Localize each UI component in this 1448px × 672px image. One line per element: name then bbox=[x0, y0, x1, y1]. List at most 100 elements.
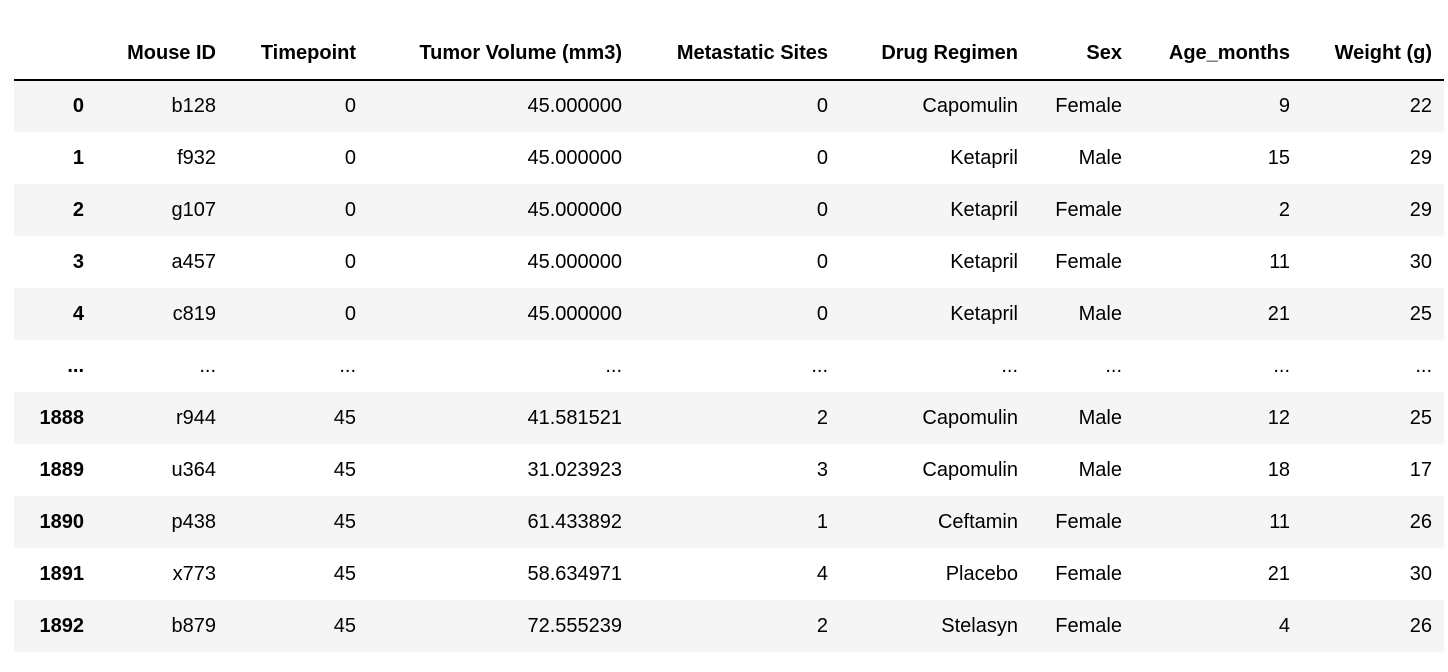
cell-mouse-id: c819 bbox=[172, 302, 216, 325]
cell-metastatic-sites: 0 bbox=[816, 95, 828, 117]
cell-tumor-volume: 61.433892 bbox=[527, 510, 622, 533]
cell-age-months: 4 bbox=[1278, 614, 1290, 637]
row-index: ... bbox=[67, 354, 84, 377]
cell-mouse-id: b128 bbox=[171, 95, 217, 117]
dataframe-table: Mouse ID Timepoint Tumor Volume (mm3) Me… bbox=[14, 28, 1444, 652]
row-index: 1891 bbox=[39, 562, 85, 585]
cell-weight: 26 bbox=[1409, 510, 1432, 533]
cell-timepoint: 0 bbox=[344, 302, 356, 325]
table-row: 4 c819 0 45.000000 0 Ketapril Male 21 25 bbox=[14, 288, 1444, 340]
header-metastatic-sites: Metastatic Sites bbox=[634, 28, 840, 81]
cell-timepoint: 45 bbox=[333, 562, 356, 585]
cell-drug-regimen: Capomulin bbox=[922, 95, 1018, 117]
header-sex: Sex bbox=[1030, 28, 1134, 81]
table-row: 3 a457 0 45.000000 0 Ketapril Female 11 … bbox=[14, 236, 1444, 288]
dataframe-output: Mouse ID Timepoint Tumor Volume (mm3) Me… bbox=[14, 28, 1444, 652]
table-row: 0 b128 0 45.000000 0 Capomulin Female 9 … bbox=[14, 80, 1444, 132]
cell-age-months: 9 bbox=[1278, 95, 1290, 117]
cell-tumor-volume: 45.000000 bbox=[527, 95, 622, 117]
cell-drug-regimen: Ketapril bbox=[950, 146, 1018, 169]
cell-metastatic-sites: 2 bbox=[816, 614, 828, 637]
cell-timepoint: 45 bbox=[333, 614, 356, 637]
cell-timepoint: 45 bbox=[333, 406, 356, 429]
table-body: 0 b128 0 45.000000 0 Capomulin Female 9 … bbox=[14, 80, 1444, 652]
cell-age-months: 11 bbox=[1269, 250, 1290, 273]
cell-mouse-id: a457 bbox=[171, 250, 217, 273]
cell-timepoint: 45 bbox=[333, 510, 356, 533]
cell-weight: 30 bbox=[1409, 562, 1432, 585]
cell-age-months: 21 bbox=[1267, 302, 1290, 325]
cell-age-months: ... bbox=[1273, 354, 1290, 377]
table-row: 1888 r944 45 41.581521 2 Capomulin Male … bbox=[14, 392, 1444, 444]
header-weight: Weight (g) bbox=[1302, 28, 1444, 81]
cell-metastatic-sites: 0 bbox=[816, 302, 828, 325]
row-index: 1889 bbox=[39, 458, 85, 481]
cell-sex: Female bbox=[1055, 562, 1122, 585]
cell-sex: Female bbox=[1055, 250, 1122, 273]
header-mouse-id: Mouse ID bbox=[96, 28, 228, 81]
header-index bbox=[14, 28, 96, 81]
row-index: 3 bbox=[72, 250, 84, 273]
row-index: 4 bbox=[72, 302, 84, 325]
cell-sex: Male bbox=[1078, 458, 1122, 481]
table-row: 2 g107 0 45.000000 0 Ketapril Female 2 2… bbox=[14, 184, 1444, 236]
header-timepoint: Timepoint bbox=[228, 28, 368, 81]
cell-drug-regimen: Capomulin bbox=[922, 458, 1018, 481]
cell-metastatic-sites: 4 bbox=[816, 562, 828, 585]
cell-mouse-id: f932 bbox=[177, 146, 216, 169]
header-tumor-volume: Tumor Volume (mm3) bbox=[368, 28, 634, 81]
cell-metastatic-sites: 0 bbox=[816, 198, 828, 221]
cell-mouse-id: g107 bbox=[171, 198, 217, 221]
cell-metastatic-sites: 0 bbox=[816, 146, 828, 169]
row-index: 1892 bbox=[39, 614, 85, 637]
cell-weight: 25 bbox=[1409, 302, 1432, 325]
cell-age-months: 11 bbox=[1269, 510, 1290, 533]
cell-drug-regimen: Capomulin bbox=[922, 406, 1018, 429]
cell-sex: Female bbox=[1055, 198, 1122, 221]
table-row: 1892 b879 45 72.555239 2 Stelasyn Female… bbox=[14, 600, 1444, 652]
cell-age-months: 18 bbox=[1267, 458, 1290, 481]
cell-sex: Male bbox=[1078, 302, 1122, 325]
cell-tumor-volume: 45.000000 bbox=[527, 302, 622, 325]
cell-metastatic-sites: 3 bbox=[816, 458, 828, 481]
cell-mouse-id: b879 bbox=[171, 614, 217, 637]
table-header: Mouse ID Timepoint Tumor Volume (mm3) Me… bbox=[14, 28, 1444, 81]
row-index: 0 bbox=[72, 95, 84, 117]
cell-weight: 22 bbox=[1409, 95, 1432, 117]
cell-mouse-id: r944 bbox=[175, 406, 216, 429]
cell-drug-regimen: ... bbox=[1001, 354, 1018, 377]
header-drug-regimen: Drug Regimen bbox=[840, 28, 1030, 81]
cell-mouse-id: ... bbox=[199, 354, 216, 377]
cell-tumor-volume: 45.000000 bbox=[527, 146, 622, 169]
cell-weight: 26 bbox=[1409, 614, 1432, 637]
row-index: 1 bbox=[72, 146, 84, 169]
cell-drug-regimen: Ketapril bbox=[950, 198, 1018, 221]
cell-sex: Male bbox=[1078, 146, 1122, 169]
cell-metastatic-sites: 2 bbox=[816, 406, 828, 429]
row-index: 1890 bbox=[39, 510, 85, 533]
cell-metastatic-sites: 1 bbox=[816, 510, 828, 533]
cell-sex: Female bbox=[1055, 510, 1122, 533]
cell-timepoint: 0 bbox=[344, 146, 356, 169]
cell-weight: 29 bbox=[1409, 146, 1432, 169]
cell-tumor-volume: 31.023923 bbox=[527, 458, 622, 481]
cell-timepoint: 0 bbox=[344, 250, 356, 273]
cell-mouse-id: x773 bbox=[172, 562, 216, 585]
cell-sex: ... bbox=[1105, 354, 1122, 377]
cell-tumor-volume: 72.555239 bbox=[527, 614, 622, 637]
cell-age-months: 2 bbox=[1278, 198, 1290, 221]
cell-timepoint: ... bbox=[339, 354, 356, 377]
cell-weight: ... bbox=[1415, 354, 1432, 377]
cell-sex: Male bbox=[1078, 406, 1122, 429]
cell-tumor-volume: 45.000000 bbox=[527, 198, 622, 221]
cell-mouse-id: p438 bbox=[171, 510, 217, 533]
cell-sex: Female bbox=[1055, 95, 1122, 117]
cell-timepoint: 0 bbox=[344, 198, 356, 221]
cell-weight: 29 bbox=[1409, 198, 1432, 221]
row-index: 1888 bbox=[39, 406, 85, 429]
cell-drug-regimen: Ketapril bbox=[950, 302, 1018, 325]
cell-drug-regimen: Placebo bbox=[945, 562, 1018, 585]
cell-timepoint: 45 bbox=[333, 458, 356, 481]
cell-tumor-volume: 58.634971 bbox=[527, 562, 622, 585]
cell-age-months: 21 bbox=[1267, 562, 1290, 585]
